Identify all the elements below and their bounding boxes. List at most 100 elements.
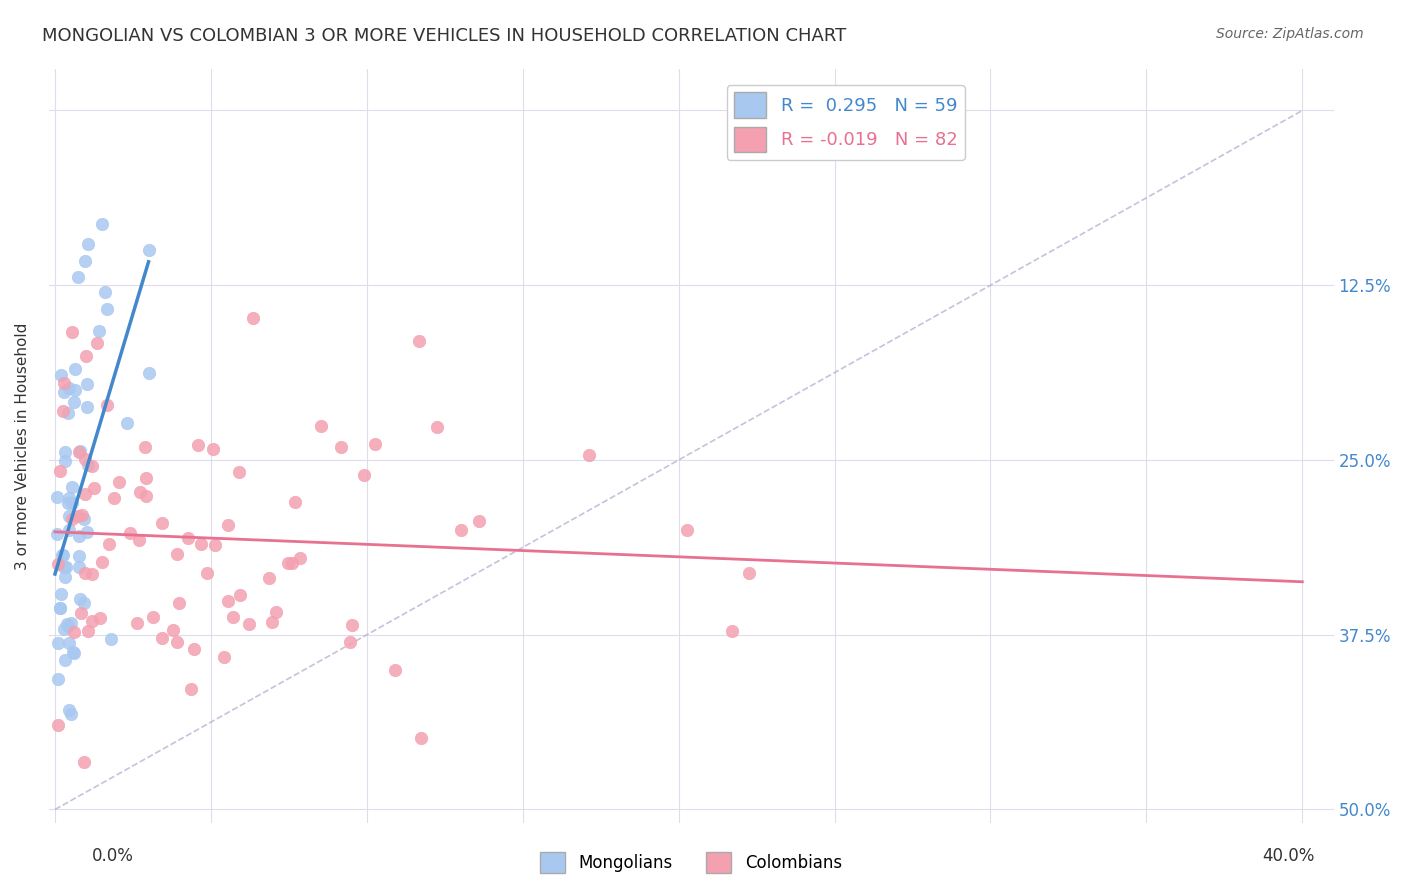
Point — [281, 557, 304, 571]
Point — [89, 611, 111, 625]
Point — [409, 731, 432, 745]
Point — [63, 394, 86, 409]
Point — [58, 491, 80, 506]
Point — [94, 285, 117, 299]
Point — [201, 442, 224, 456]
Point — [67, 509, 90, 524]
Point — [138, 244, 160, 258]
Point — [96, 398, 118, 412]
Point — [721, 624, 744, 639]
Point — [63, 625, 86, 640]
Point — [242, 310, 264, 325]
Point — [166, 547, 188, 561]
Point — [53, 444, 76, 458]
Point — [73, 511, 96, 525]
Point — [76, 400, 98, 414]
Point — [67, 549, 90, 563]
Point — [408, 334, 430, 349]
Point — [69, 444, 91, 458]
Point — [56, 406, 79, 420]
Point — [60, 496, 83, 510]
Point — [262, 615, 284, 629]
Point — [67, 444, 90, 458]
Point — [58, 509, 80, 524]
Point — [288, 551, 311, 566]
Point — [162, 623, 184, 637]
Point — [62, 644, 84, 658]
Point — [129, 485, 152, 500]
Point — [58, 636, 80, 650]
Point — [384, 663, 406, 677]
Point — [97, 537, 120, 551]
Point — [138, 366, 160, 380]
Point — [67, 528, 90, 542]
Point — [55, 653, 77, 667]
Point — [212, 649, 235, 664]
Point — [52, 403, 75, 417]
Point — [75, 349, 97, 363]
Point — [83, 481, 105, 495]
Point — [45, 490, 67, 504]
Point — [82, 614, 104, 628]
Point — [204, 538, 226, 552]
Point — [46, 527, 69, 541]
Legend: R =  0.295   N = 59, R = -0.019   N = 82: R = 0.295 N = 59, R = -0.019 N = 82 — [727, 85, 965, 160]
Point — [46, 636, 69, 650]
Point — [167, 596, 190, 610]
Point — [73, 755, 96, 769]
Point — [73, 254, 96, 268]
Point — [52, 384, 75, 399]
Point — [195, 566, 218, 581]
Point — [134, 440, 156, 454]
Point — [217, 518, 239, 533]
Point — [187, 438, 209, 452]
Point — [120, 525, 142, 540]
Point — [76, 525, 98, 540]
Point — [46, 557, 69, 571]
Point — [339, 635, 361, 649]
Text: 0.0%: 0.0% — [91, 847, 134, 865]
Point — [578, 448, 600, 462]
Point — [60, 512, 83, 526]
Point — [69, 591, 91, 606]
Point — [86, 336, 108, 351]
Point — [53, 559, 76, 574]
Point — [60, 325, 83, 339]
Point — [177, 531, 200, 545]
Point — [127, 615, 149, 630]
Point — [330, 441, 353, 455]
Point — [75, 452, 97, 467]
Point — [51, 368, 73, 383]
Point — [60, 480, 83, 494]
Point — [128, 533, 150, 547]
Point — [73, 566, 96, 581]
Point — [53, 453, 76, 467]
Text: 40.0%: 40.0% — [1263, 847, 1315, 865]
Point — [48, 463, 70, 477]
Point — [353, 467, 375, 482]
Point — [55, 560, 77, 574]
Point — [228, 588, 250, 602]
Point — [49, 601, 72, 615]
Point — [264, 605, 287, 619]
Point — [228, 465, 250, 479]
Point — [217, 594, 239, 608]
Point — [183, 642, 205, 657]
Point — [135, 471, 157, 485]
Point — [60, 615, 83, 630]
Point — [115, 416, 138, 430]
Point — [91, 555, 114, 569]
Point — [107, 475, 129, 489]
Point — [238, 616, 260, 631]
Point — [76, 458, 98, 473]
Point — [58, 703, 80, 717]
Point — [180, 681, 202, 696]
Point — [80, 458, 103, 473]
Point — [58, 496, 80, 510]
Point — [60, 707, 83, 722]
Point — [91, 217, 114, 231]
Point — [135, 489, 157, 503]
Y-axis label: 3 or more Vehicles in Household: 3 or more Vehicles in Household — [15, 322, 30, 570]
Point — [737, 566, 759, 581]
Point — [190, 537, 212, 551]
